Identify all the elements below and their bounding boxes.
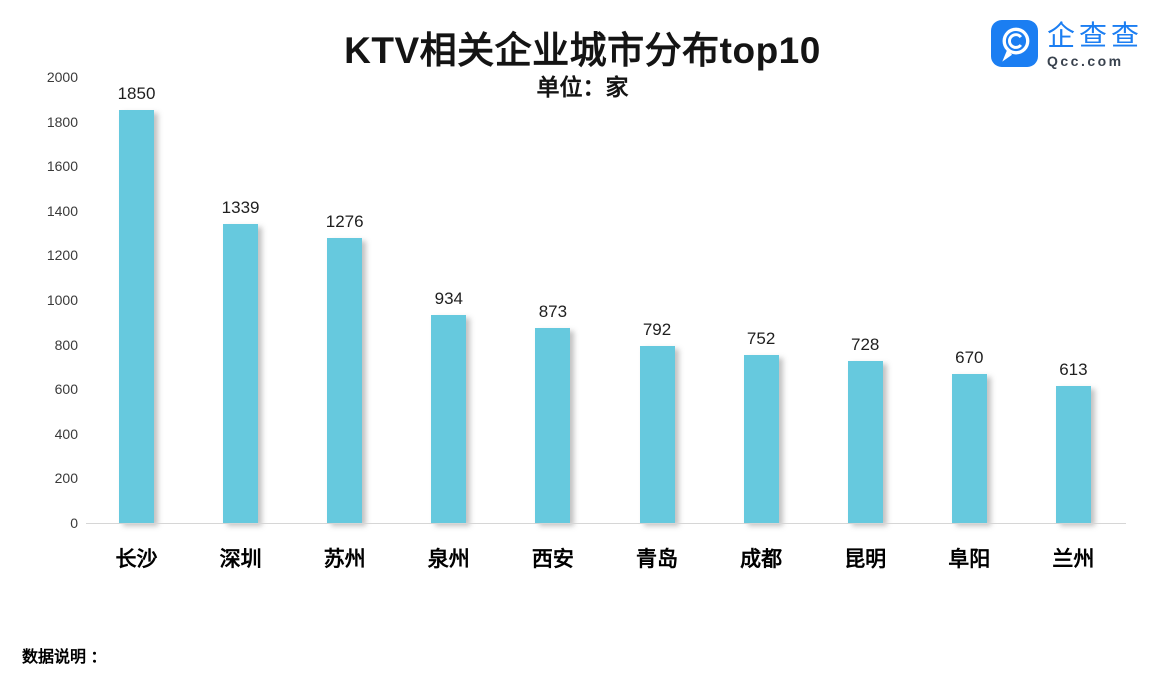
x-axis-label: 兰州 [1052,548,1095,571]
x-axis-label: 阜阳 [948,548,991,571]
bar-value-label: 670 [955,347,984,367]
y-tick-label: 1200 [46,247,78,264]
bar-昆明 [847,360,883,523]
x-axis-label: 西安 [531,548,574,571]
bar-value-label: 613 [1059,360,1088,380]
bar-泉州 [431,314,467,523]
page-title: KTV相关企业城市分布top10 [344,30,821,71]
bar-兰州 [1055,386,1091,523]
y-tick-label: 1800 [46,113,78,130]
x-axis-label: 深圳 [219,548,262,571]
bar-苏州 [327,238,363,523]
bar-value-label: 873 [538,302,568,322]
y-tick-label: 1000 [46,292,78,308]
bar-value-label: 1339 [221,198,260,218]
y-tick-label: 800 [54,336,78,353]
logo-brand-name: 企查查 [1046,20,1143,51]
qcc-logo-text: 企查查 Qcc.com [1047,20,1143,69]
x-axis-line [86,523,1126,524]
x-axis-label: 青岛 [636,548,678,571]
y-tick-label: 600 [54,381,78,398]
y-tick-label: 1600 [46,158,78,175]
bar-长沙 [119,110,154,523]
footnote-heading: 数据说明 ： [22,649,107,666]
bar-深圳 [223,224,259,523]
y-tick-label: 2000 [46,69,78,85]
y-tick-label: 200 [54,470,78,487]
x-axis-label: 泉州 [427,548,470,571]
bar-成都 [743,355,779,523]
footnotes: 数据说明 ： 1、仅统计企业名、品牌、经营范围为“KTV”的在业存续企业 2、统… [22,588,447,681]
bar-value-label: 934 [434,288,463,308]
bar-青岛 [639,346,675,523]
y-tick-label: 0 [70,515,78,531]
qcc-magnifier-icon [990,20,1038,67]
x-axis-label: 苏州 [323,548,366,571]
y-tick-label: 1400 [46,202,78,219]
x-axis-label: 长沙 [115,548,158,571]
qcc-logo: 企查查 Qcc.com [990,20,1143,69]
bar-阜阳 [951,373,987,523]
logo-domain-text: Qcc.com [1046,53,1124,69]
x-axis-label: 昆明 [844,548,887,571]
bar-value-label: 792 [642,320,672,340]
bar-value-label: 1850 [117,84,156,104]
bar-西安 [535,328,571,523]
y-tick-label: 400 [54,425,78,442]
bar-value-label: 728 [851,334,880,354]
x-axis-label: 成都 [740,548,783,571]
bar-value-label: 752 [746,329,776,349]
unit-subtitle: 单位：家 [536,74,629,100]
bar-value-label: 1276 [325,212,364,232]
